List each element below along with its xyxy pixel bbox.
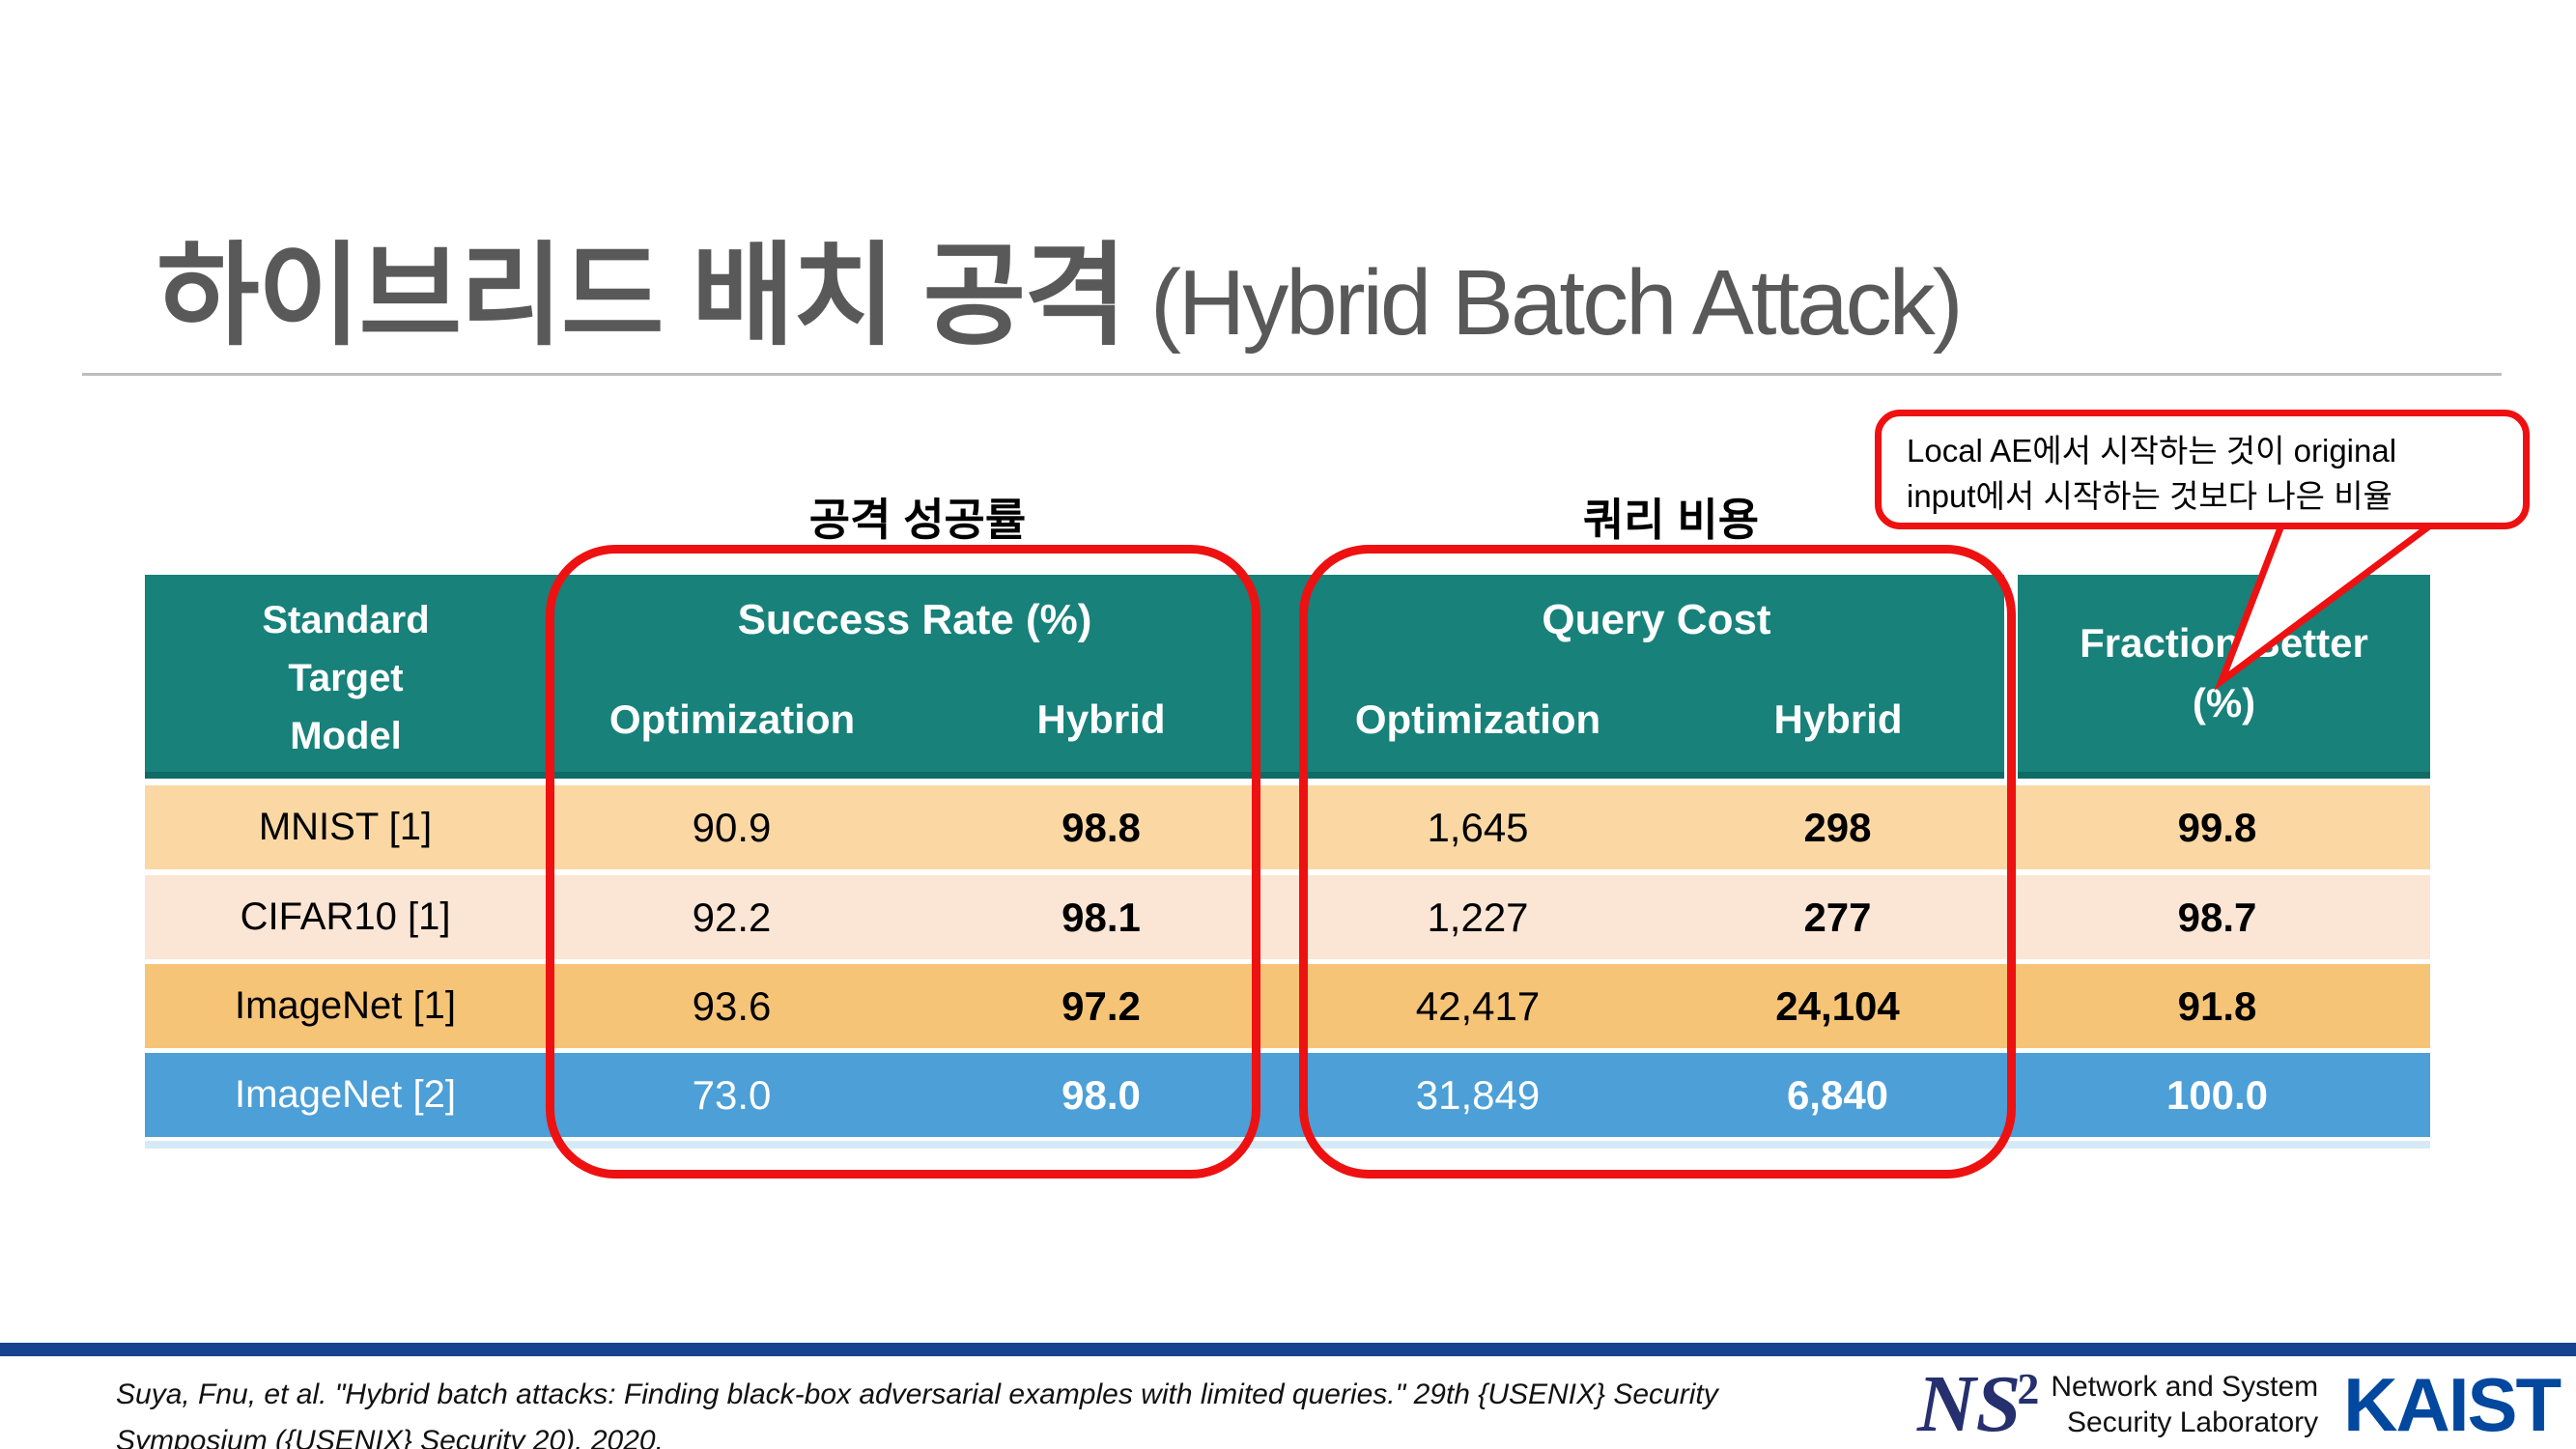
cell-sr-hybrid: 98.8 bbox=[1062, 805, 1141, 850]
header-standard-target-model: Standard Target Model bbox=[262, 599, 430, 757]
cell-sr-optimization: 93.6 bbox=[692, 983, 772, 1029]
cell-fraction-better: 91.8 bbox=[2177, 983, 2257, 1029]
callout-line1: Local AE에서 시작하는 것이 original bbox=[1907, 433, 2397, 469]
lab-name: Network and System Security Laboratory bbox=[2051, 1370, 2319, 1439]
cell-qc-hybrid: 6,840 bbox=[1786, 1072, 1889, 1118]
header-success-rate: Success Rate (%) bbox=[737, 596, 1092, 643]
ns2-logo: NS2 bbox=[1917, 1359, 2040, 1449]
label-query-cost-korean: 쿼리 비용 bbox=[1582, 495, 1760, 545]
highlight-box-query-cost bbox=[1299, 545, 2016, 1179]
table-row-imagenet2: ImageNet [2] 73.0 98.0 31,849 6,840 100.… bbox=[145, 1053, 2430, 1137]
cell-qc-hybrid: 298 bbox=[1803, 805, 1872, 850]
cell-sr-optimization: 90.9 bbox=[692, 805, 772, 850]
header-sr-hybrid: Hybrid bbox=[1036, 696, 1166, 742]
cell-sr-optimization: 73.0 bbox=[692, 1072, 772, 1118]
cell-fraction-better: 99.8 bbox=[2177, 805, 2257, 850]
cell-qc-hybrid: 24,104 bbox=[1775, 983, 1900, 1029]
header-fraction-better-label: Fraction Better (%) bbox=[2080, 620, 2368, 725]
table-header-fraction-better: Fraction Better (%) bbox=[2018, 575, 2430, 779]
cell-model: ImageNet [1] bbox=[234, 984, 456, 1027]
cell-sr-hybrid: 98.0 bbox=[1062, 1072, 1141, 1118]
annotation-callout: Local AE에서 시작하는 것이 original input에서 시작하는… bbox=[1875, 410, 2530, 529]
kaist-logo: KAIST bbox=[2343, 1362, 2562, 1447]
citation-line1: Suya, Fnu, et al. "Hybrid batch attacks:… bbox=[116, 1378, 1718, 1410]
table-row-imagenet1: ImageNet [1] 93.6 97.2 42,417 24,104 91.… bbox=[145, 964, 2430, 1048]
table-row-mnist: MNIST [1] 90.9 98.8 1,645 298 99.8 bbox=[145, 785, 2430, 869]
citation-line2: Symposium ({USENIX} Security 20). 2020. bbox=[116, 1425, 664, 1449]
cell-qc-optimization: 31,849 bbox=[1415, 1072, 1541, 1118]
table-row-cifar10: CIFAR10 [1] 92.2 98.1 1,227 277 98.7 bbox=[145, 875, 2430, 959]
cell-qc-optimization: 1,645 bbox=[1427, 805, 1529, 850]
cell-fraction-better: 100.0 bbox=[2166, 1072, 2269, 1118]
cell-model: CIFAR10 [1] bbox=[240, 895, 451, 938]
title-english: (Hybrid Batch Attack) bbox=[1149, 251, 1964, 355]
cell-model: MNIST [1] bbox=[258, 806, 433, 848]
title-korean: 하이브리드 배치 공격 bbox=[156, 233, 1127, 358]
header-qc-hybrid: Hybrid bbox=[1773, 696, 1903, 742]
cell-sr-hybrid: 98.1 bbox=[1062, 895, 1141, 940]
cell-sr-hybrid: 97.2 bbox=[1062, 983, 1141, 1029]
cell-fraction-better: 98.7 bbox=[2177, 895, 2257, 940]
title-divider bbox=[82, 373, 2502, 376]
header-query-cost: Query Cost bbox=[1542, 596, 1771, 643]
ns2-logo-superscript: 2 bbox=[2017, 1364, 2040, 1413]
highlight-box-success-rate bbox=[546, 545, 1260, 1179]
header-qc-optimization: Optimization bbox=[1354, 696, 1601, 742]
cell-qc-optimization: 1,227 bbox=[1427, 895, 1529, 940]
table-bottom-accent bbox=[145, 1141, 2430, 1149]
label-success-rate-korean: 공격 성공률 bbox=[808, 495, 1027, 545]
header-sr-optimization: Optimization bbox=[609, 696, 856, 742]
callout-line2: input에서 시작하는 것보다 나은 비율 bbox=[1907, 477, 2392, 514]
cell-sr-optimization: 92.2 bbox=[692, 895, 772, 940]
cell-qc-hybrid: 277 bbox=[1803, 895, 1872, 940]
table-header-main: Standard Target Model Success Rate (%) Q… bbox=[145, 575, 2004, 779]
page-title: 하이브리드 배치 공격 (Hybrid Batch Attack) bbox=[156, 205, 1964, 367]
footer-logos: NS2 Network and System Security Laborato… bbox=[1917, 1359, 2562, 1449]
cell-qc-optimization: 42,417 bbox=[1415, 983, 1541, 1029]
citation: Suya, Fnu, et al. "Hybrid batch attacks:… bbox=[116, 1372, 1718, 1449]
footer-divider-bar bbox=[0, 1343, 2576, 1356]
cell-model: ImageNet [2] bbox=[234, 1073, 456, 1116]
